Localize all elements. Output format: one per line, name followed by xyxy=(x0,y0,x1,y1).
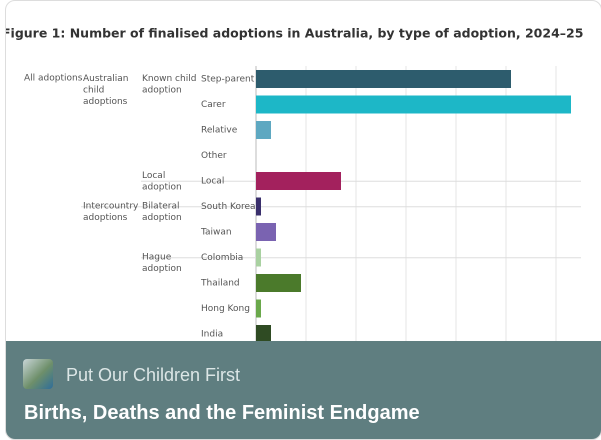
link-card[interactable]: Figure 1: Number of finalised adoptions … xyxy=(5,0,601,440)
bar xyxy=(256,197,261,216)
bar xyxy=(256,248,261,267)
bar xyxy=(256,299,261,318)
bar xyxy=(256,274,301,292)
y-tick-label: Hong Kong xyxy=(201,304,250,314)
bar xyxy=(256,70,511,88)
group-label: Known child adoption xyxy=(142,74,196,96)
bar xyxy=(256,172,341,190)
group-label: Local adoption xyxy=(142,171,182,193)
y-tick-label: Colombia xyxy=(201,253,243,263)
y-tick-label: Relative xyxy=(201,126,238,136)
y-tick-label: Other xyxy=(201,151,227,161)
source-name: Put Our Children First xyxy=(66,365,241,385)
y-tick-label: South Korea xyxy=(201,202,256,212)
group-label: Bilateral adoption xyxy=(142,201,182,223)
chart: Figure 1: Number of finalised adoptions … xyxy=(6,26,583,343)
card-banner: Put Our Children First Births, Deaths an… xyxy=(6,341,601,439)
y-tick-label: Local xyxy=(201,177,224,187)
bar xyxy=(256,121,271,139)
bar xyxy=(256,325,271,343)
bar xyxy=(256,223,276,241)
y-tick-label: Step-parent xyxy=(201,75,255,85)
group-label: Intercountry adoptions xyxy=(83,201,139,223)
group-label: All adoptions xyxy=(24,74,83,84)
y-tick-label: Thailand xyxy=(200,279,240,289)
group-label: Australian child adoptions xyxy=(83,74,129,107)
group-label: Hague adoption xyxy=(142,252,182,274)
chart-title: Figure 1: Number of finalised adoptions … xyxy=(6,26,583,41)
headline[interactable]: Births, Deaths and the Feminist Endgame xyxy=(24,402,420,424)
y-tick-label: India xyxy=(201,330,223,340)
y-tick-label: Carer xyxy=(201,100,226,110)
source-icon xyxy=(23,359,53,389)
bar xyxy=(256,95,571,114)
y-tick-label: Taiwan xyxy=(200,228,232,238)
